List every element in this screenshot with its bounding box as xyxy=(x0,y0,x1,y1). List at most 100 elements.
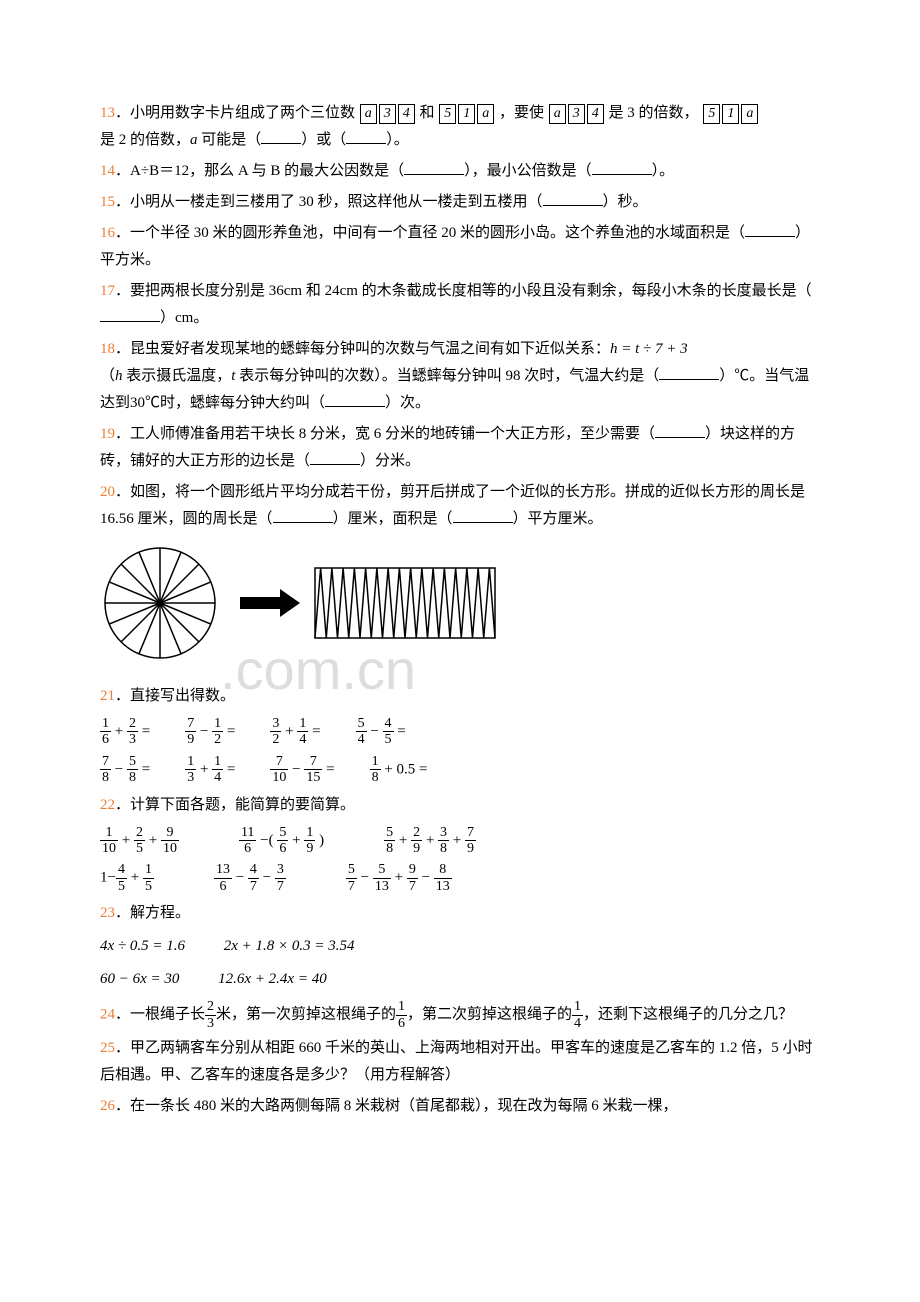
q13-text-e: 是 2 的倍数， xyxy=(100,132,190,148)
question-18: 18．昆虫爱好者发现某地的蟋蟀每分钟叫的次数与气温之间有如下近似关系：h = t… xyxy=(100,336,820,417)
q13-box1-2: 4 xyxy=(398,104,415,124)
q13-text-g: ）或（ xyxy=(301,132,346,148)
q13-box4-1: 1 xyxy=(722,104,739,124)
q21-row1: 16 + 23 =79 − 12 =32 + 14 =54 − 45 = xyxy=(100,716,820,748)
q13-text-b: 和 xyxy=(420,105,435,121)
q18-text-d: 表示每分钟叫的次数）。当蟋蟀每分钟叫 98 次时，气温大约是（ xyxy=(235,368,659,384)
qnum-21: 21 xyxy=(100,688,115,704)
q18-blank1 xyxy=(659,379,719,380)
q14-blank2 xyxy=(592,174,652,175)
figure-svg xyxy=(100,543,520,673)
q13-box4-2: a xyxy=(741,104,758,124)
math-expr: 32 + 14 = xyxy=(270,716,320,748)
q24-f2: 16 xyxy=(396,999,407,1031)
q18-text-b: （ xyxy=(100,368,115,384)
q18-formula: h = t ÷ 7 + 3 xyxy=(610,341,688,357)
math-expr: 110 + 25 + 910 xyxy=(100,825,179,857)
q13-text-c: ，要使 xyxy=(499,105,544,121)
q13-box2-1: 1 xyxy=(458,104,475,124)
question-19: 19．工人师傅准备用若干块长 8 分米，宽 6 分米的地砖铺一个大正方形，至少需… xyxy=(100,421,820,475)
q20-figure xyxy=(100,543,820,673)
question-26: 26．在一条长 480 米的大路两侧每隔 8 米栽树（首尾都栽），现在改为每隔 … xyxy=(100,1093,820,1120)
q13-blank1 xyxy=(261,143,301,144)
q23-eq3: 60 − 6x = 30 xyxy=(100,966,179,993)
q16-blank xyxy=(745,236,795,237)
qnum-25: 25 xyxy=(100,1040,115,1056)
qnum-15: 15 xyxy=(100,194,115,210)
q13-box3-0: a xyxy=(549,104,566,124)
q22-row2: 1−45 + 15136 − 47 − 3757 − 513 + 97 − 81… xyxy=(100,862,820,894)
qnum-19: 19 xyxy=(100,426,115,442)
q23-eq2: 2x + 1.8 × 0.3 = 3.54 xyxy=(224,933,355,960)
question-13: 13．小明用数字卡片组成了两个三位数 a34 和 51a ，要使 a34 是 3… xyxy=(100,100,820,154)
q21-text: ．直接写出得数。 xyxy=(115,688,235,704)
math-expr: 136 − 47 − 37 xyxy=(214,862,286,894)
question-21: 21．直接写出得数。 xyxy=(100,683,820,710)
q17-text2: ）cm。 xyxy=(160,310,208,326)
qnum-23: 23 xyxy=(100,905,115,921)
q24-text-a: ．一根绳子长 xyxy=(115,1007,205,1023)
qnum-22: 22 xyxy=(100,797,115,813)
question-15: 15．小明从一楼走到三楼用了 30 秒，照这样他从一楼走到五楼用（ ）秒。 xyxy=(100,189,820,216)
q18-blank2 xyxy=(325,406,385,407)
q18-text-a: ．昆虫爱好者发现某地的蟋蟀每分钟叫的次数与气温之间有如下近似关系： xyxy=(115,341,610,357)
q13-box2-0: 5 xyxy=(439,104,456,124)
q23-eq1: 4x ÷ 0.5 = 1.6 xyxy=(100,933,185,960)
q13-box3-2: 4 xyxy=(587,104,604,124)
q22-row1: 110 + 25 + 910116 −( 56 + 19 ) 58 + 29 +… xyxy=(100,825,820,857)
q26-text: ．在一条长 480 米的大路两侧每隔 8 米栽树（首尾都栽），现在改为每隔 6 … xyxy=(115,1098,678,1114)
q18-text-c: 表示摄氏温度， xyxy=(123,368,232,384)
qnum-16: 16 xyxy=(100,225,115,241)
q24-text-d: ，还剩下这根绳子的几分之几？ xyxy=(583,1007,793,1023)
q13-text-f: 可能是（ xyxy=(198,132,262,148)
q14-text: ．A÷B＝12，那么 A 与 B 的最大公因数是（ xyxy=(115,163,404,179)
q18-var-h: h xyxy=(115,368,123,384)
math-expr: 18 + 0.5 = xyxy=(370,754,428,786)
q23-text: ．解方程。 xyxy=(115,905,190,921)
qnum-24: 24 xyxy=(100,1007,115,1023)
math-expr: 79 − 12 = xyxy=(185,716,235,748)
q20-blank1 xyxy=(273,522,333,523)
q25-text: ．甲乙两辆客车分别从相距 660 千米的英山、上海两地相对开出。甲客车的速度是乙… xyxy=(100,1040,813,1083)
q19-text: ．工人师傅准备用若干块长 8 分米，宽 6 分米的地砖铺一个大正方形，至少需要（ xyxy=(115,426,655,442)
math-expr: 78 − 58 = xyxy=(100,754,150,786)
math-expr: 57 − 513 + 97 − 813 xyxy=(346,862,452,894)
qnum-17: 17 xyxy=(100,283,115,299)
q13-box3-1: 3 xyxy=(568,104,585,124)
qnum-13: 13 xyxy=(100,105,115,121)
question-20: 20．如图，将一个圆形纸片平均分成若干份，剪开后拼成了一个近似的长方形。拼成的近… xyxy=(100,479,820,533)
math-expr: 58 + 29 + 38 + 79 xyxy=(384,825,476,857)
q23-row1: 4x ÷ 0.5 = 1.6 2x + 1.8 × 0.3 = 3.54 xyxy=(100,933,820,960)
q13-box2-2: a xyxy=(477,104,494,124)
q13-box4-0: 5 xyxy=(703,104,720,124)
q13-var: a xyxy=(190,132,198,148)
question-22: 22．计算下面各题，能简算的要简算。 xyxy=(100,792,820,819)
qnum-20: 20 xyxy=(100,484,115,500)
q18-text-f: ）次。 xyxy=(385,395,430,411)
q20-text3: ）平方厘米。 xyxy=(513,511,603,527)
question-25: 25．甲乙两辆客车分别从相距 660 千米的英山、上海两地相对开出。甲客车的速度… xyxy=(100,1035,820,1089)
q24-text-c: ，第二次剪掉这根绳子的 xyxy=(407,1007,572,1023)
q19-text3: ）分米。 xyxy=(360,453,420,469)
q21-row2: 78 − 58 =13 + 14 =710 − 715 =18 + 0.5 = xyxy=(100,754,820,786)
q13-text-h: ）。 xyxy=(386,132,409,148)
q13-blank2 xyxy=(346,143,386,144)
qnum-14: 14 xyxy=(100,163,115,179)
q13-text-a: ．小明用数字卡片组成了两个三位数 xyxy=(115,105,355,121)
q13-text-d: 是 3 的倍数， xyxy=(609,105,699,121)
question-16: 16．一个半径 30 米的圆形养鱼池，中间有一个直径 20 米的圆形小岛。这个养… xyxy=(100,220,820,274)
q19-blank1 xyxy=(655,437,705,438)
q14-text3: ）。 xyxy=(652,163,675,179)
q14-text2: ），最小公倍数是（ xyxy=(464,163,592,179)
q16-text: ．一个半径 30 米的圆形养鱼池，中间有一个直径 20 米的圆形小岛。这个养鱼池… xyxy=(115,225,745,241)
q20-text2: ）厘米，面积是（ xyxy=(333,511,453,527)
math-expr: 54 − 45 = xyxy=(356,716,406,748)
q17-blank xyxy=(100,321,160,322)
q15-text: ．小明从一楼走到三楼用了 30 秒，照这样他从一楼走到五楼用（ xyxy=(115,194,543,210)
qnum-26: 26 xyxy=(100,1098,115,1114)
question-17: 17．要把两根长度分别是 36cm 和 24cm 的木条截成长度相等的小段且没有… xyxy=(100,278,820,332)
q15-text2: ）秒。 xyxy=(603,194,648,210)
q24-text-b: 米，第一次剪掉这根绳子的 xyxy=(216,1007,396,1023)
q22-text: ．计算下面各题，能简算的要简算。 xyxy=(115,797,355,813)
math-expr: 13 + 14 = xyxy=(185,754,235,786)
